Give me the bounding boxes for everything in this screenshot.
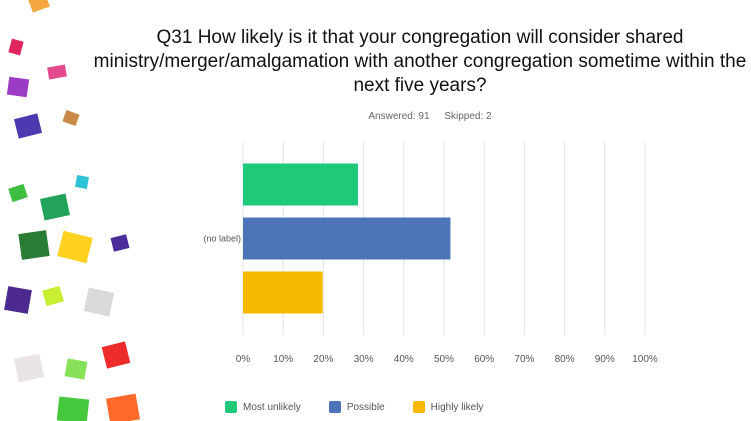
x-tick-label: 20% bbox=[313, 354, 333, 365]
chart-title: Q31 How likely is it that your congregat… bbox=[93, 27, 747, 96]
legend-swatch bbox=[225, 401, 237, 413]
x-tick-label: 60% bbox=[474, 354, 494, 365]
x-tick-label: 100% bbox=[632, 354, 658, 365]
x-tick-label: 90% bbox=[595, 354, 615, 365]
legend-item: Possible bbox=[328, 401, 385, 413]
legend-swatch bbox=[328, 401, 341, 413]
x-tick-label: 70% bbox=[514, 354, 534, 365]
legend-label: Most unlikely bbox=[243, 401, 301, 413]
bar-highly-likely bbox=[243, 271, 323, 314]
x-tick-label: 50% bbox=[434, 354, 454, 365]
chart-legend: Most unlikely Possible Highly likely bbox=[225, 401, 511, 413]
response-stats: Answered: 91 Skipped: 2 bbox=[310, 111, 550, 122]
x-tick-label: 30% bbox=[354, 354, 374, 365]
category-label: (no label) bbox=[203, 234, 241, 244]
x-tick-label: 0% bbox=[236, 354, 251, 365]
x-tick-label: 80% bbox=[555, 354, 575, 365]
decorative-confetti-squares bbox=[4, 0, 141, 421]
skipped-count: Skipped: 2 bbox=[444, 111, 492, 122]
legend-label: Possible bbox=[346, 401, 385, 413]
x-tick-label: 40% bbox=[394, 354, 414, 365]
x-tick-label: 10% bbox=[273, 354, 293, 365]
legend-item: Highly likely bbox=[412, 401, 484, 413]
bar-most-unlikely bbox=[243, 163, 358, 206]
legend-swatch bbox=[412, 401, 425, 413]
bar-possible bbox=[243, 217, 451, 260]
legend-item: Most unlikely bbox=[225, 401, 301, 413]
answered-count: Answered: 91 bbox=[368, 111, 430, 122]
legend-label: Highly likely bbox=[430, 401, 484, 413]
